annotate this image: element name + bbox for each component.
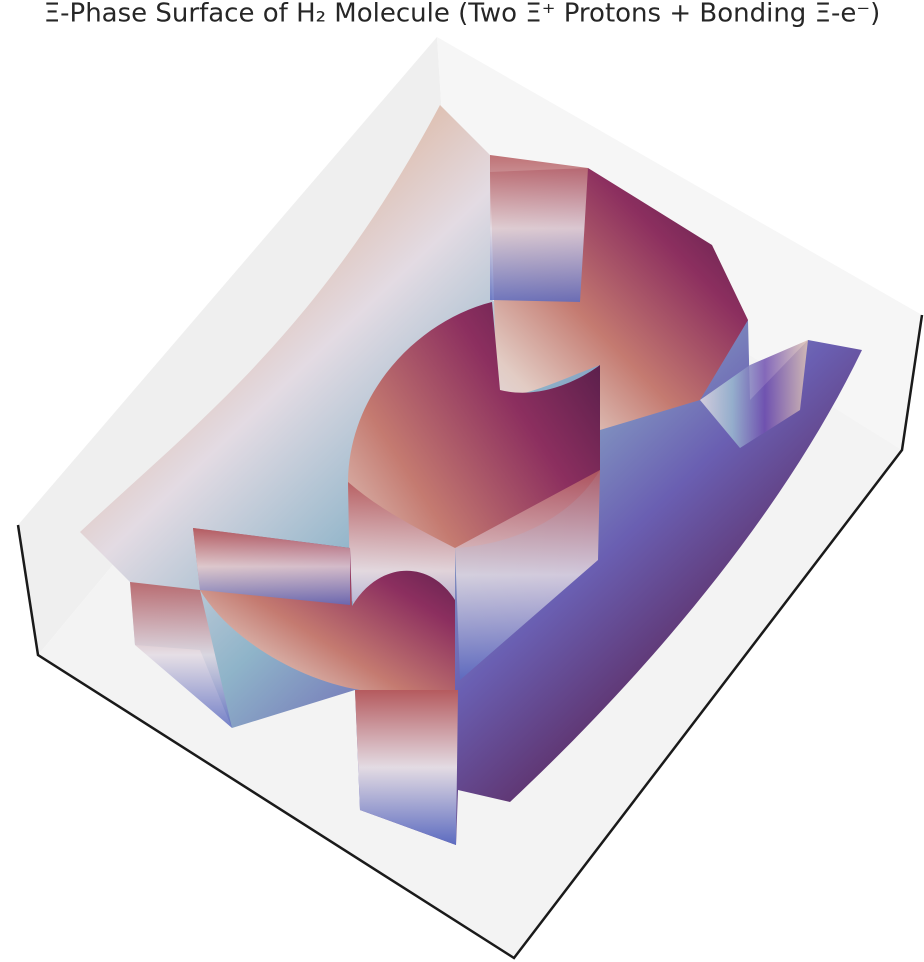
axis-edge <box>16 314 924 960</box>
surface-wall <box>700 340 808 448</box>
surface-wall <box>355 690 458 845</box>
axis-edges <box>16 314 924 960</box>
surface-wall <box>490 155 588 302</box>
chart-title: Ξ-Phase Surface of H₂ Molecule (Two Ξ⁺ P… <box>44 0 881 29</box>
surface-wall <box>193 528 350 605</box>
surface-wall <box>455 470 600 680</box>
surface-wall <box>130 582 232 728</box>
